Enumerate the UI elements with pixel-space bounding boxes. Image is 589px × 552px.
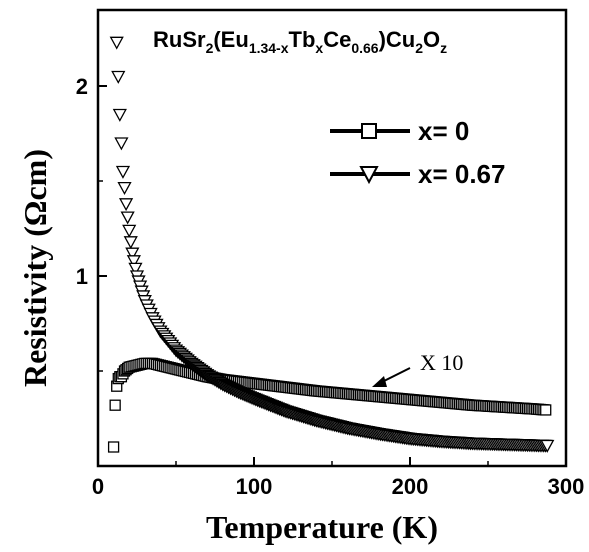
title-subscript: 2 bbox=[415, 40, 423, 56]
title-subscript: 1.34-x bbox=[249, 40, 289, 56]
point-x067-10 bbox=[125, 247, 140, 261]
title-segment: (Eu bbox=[213, 27, 248, 52]
scale-annotation: X 10 bbox=[372, 350, 463, 387]
x-tick-label: 300 bbox=[548, 474, 585, 499]
series-x067-markers bbox=[109, 36, 555, 453]
point-x067-4 bbox=[115, 165, 131, 179]
title-segment: Tb bbox=[289, 27, 316, 52]
x-tick-label: 0 bbox=[92, 474, 104, 499]
annotation-text: X 10 bbox=[420, 350, 463, 375]
x-axis-title: Temperature (K) bbox=[206, 509, 438, 545]
y-tick-label: 1 bbox=[76, 264, 88, 289]
title-segment: O bbox=[423, 27, 440, 52]
axis-ticks: 0 100 200 300 1 2 bbox=[76, 74, 585, 499]
point-x067-12 bbox=[128, 262, 143, 276]
point-x067-5 bbox=[117, 181, 132, 196]
point-x067-234 bbox=[540, 439, 555, 453]
legend-label-x067: x= 0.67 bbox=[418, 159, 505, 189]
point-x067-6 bbox=[118, 198, 134, 212]
title-segment: )Cu bbox=[379, 27, 416, 52]
legend-label-x0: x= 0 bbox=[418, 116, 469, 146]
point-x0-1 bbox=[109, 399, 121, 411]
legend-marker-triangle bbox=[359, 166, 379, 185]
title-subscript: x bbox=[315, 40, 323, 56]
point-x067-8 bbox=[122, 224, 137, 238]
title-segment: RuSr bbox=[153, 27, 206, 52]
chart-title: RuSr2(Eu1.34-xTbxCe0.66)Cu2Oz bbox=[153, 27, 447, 56]
x-tick-label: 200 bbox=[392, 474, 429, 499]
x-tick-label: 100 bbox=[236, 474, 273, 499]
y-axis-title: Resistivity (Ωcm) bbox=[17, 149, 53, 387]
title-subscript: z bbox=[440, 40, 447, 56]
point-x0-233 bbox=[540, 404, 552, 416]
point-x067-9 bbox=[123, 236, 138, 250]
point-x067-3 bbox=[114, 137, 129, 151]
point-x067-0 bbox=[109, 36, 124, 50]
title-segment: Ce bbox=[323, 27, 351, 52]
title-subscript: 0.66 bbox=[351, 40, 378, 56]
point-x067-11 bbox=[126, 255, 141, 269]
legend-marker-square bbox=[361, 123, 377, 139]
point-x067-1 bbox=[111, 70, 126, 84]
point-x067-2 bbox=[112, 108, 127, 122]
legend: x= 0 x= 0.67 bbox=[330, 116, 505, 189]
point-x0-0 bbox=[107, 441, 120, 453]
y-tick-label: 2 bbox=[76, 74, 88, 99]
title-subscript: 2 bbox=[206, 40, 214, 56]
annotation-arrow-head bbox=[372, 376, 387, 387]
point-x067-7 bbox=[120, 211, 135, 225]
